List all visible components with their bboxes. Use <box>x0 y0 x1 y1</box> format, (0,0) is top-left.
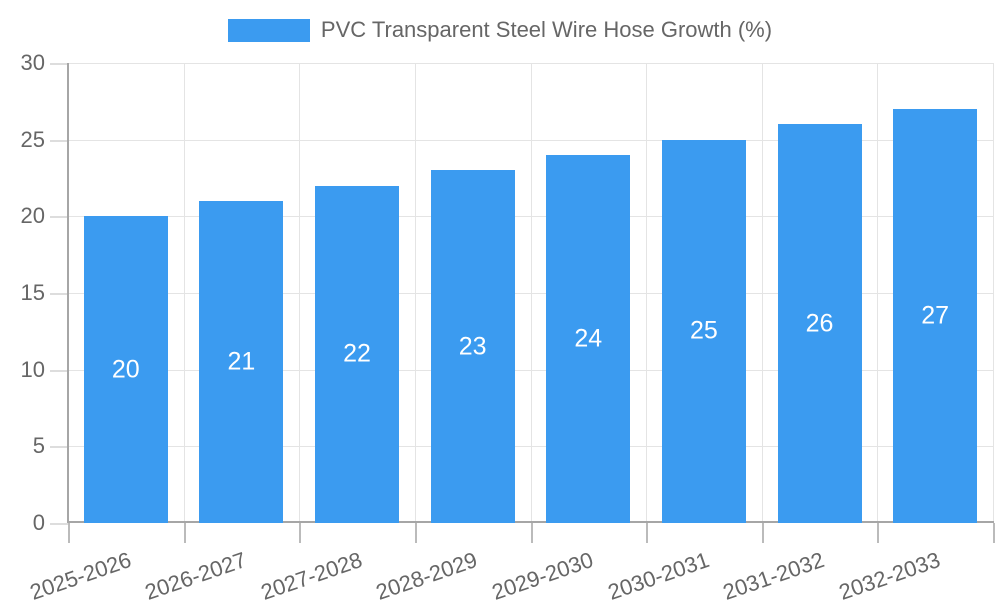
x-axis-line <box>67 521 994 523</box>
x-tick-label: 2028-2029 <box>373 547 481 600</box>
y-tick-label: 20 <box>20 203 45 229</box>
x-tick-mark <box>183 523 186 543</box>
bar-value-label: 20 <box>111 355 140 384</box>
legend-item[interactable]: PVC Transparent Steel Wire Hose Growth (… <box>227 17 773 43</box>
x-tick-label: 2027-2028 <box>257 547 366 600</box>
bar-value-label: 26 <box>805 309 834 338</box>
x-tick-mark <box>68 523 70 543</box>
v-gridline <box>530 63 532 523</box>
v-gridline <box>877 63 879 523</box>
bar[interactable]: 22 <box>315 185 400 523</box>
bar[interactable]: 26 <box>777 124 862 523</box>
y-tick-mark <box>50 63 68 65</box>
y-tick-label: 10 <box>20 356 45 382</box>
x-tick-label: 2025-2026 <box>26 547 134 600</box>
y-tick-label: 15 <box>20 280 45 305</box>
plot-area: 20 21 22 23 24 25 26 27 <box>50 63 995 543</box>
x-tick-mark <box>877 523 880 543</box>
y-tick-mark <box>50 139 68 142</box>
bar-value-label: 24 <box>574 324 603 353</box>
x-tick-label: 2026-2027 <box>141 547 250 600</box>
x-tick-mark <box>414 523 417 543</box>
y-tick-mark <box>50 523 68 525</box>
y-tick-label: 0 <box>32 510 45 535</box>
bar[interactable]: 23 <box>430 170 515 523</box>
x-tick-mark <box>761 523 764 543</box>
y-tick-mark <box>50 446 68 449</box>
y-axis-line <box>67 63 69 523</box>
y-tick-mark <box>50 293 68 295</box>
bar-value-label: 21 <box>227 347 256 376</box>
bar-value-label: 22 <box>343 339 371 368</box>
x-tick-label: 2032-2033 <box>835 547 944 600</box>
bar-value-label: 23 <box>458 332 487 361</box>
x-tick-mark <box>993 523 995 543</box>
x-tick-mark <box>530 523 533 543</box>
y-tick-label: 30 <box>20 50 45 75</box>
y-tick-mark <box>50 216 68 219</box>
x-tick-label: 2030-2031 <box>604 547 713 600</box>
bar[interactable]: 21 <box>199 201 284 523</box>
v-gridline <box>993 63 994 523</box>
bar[interactable]: 25 <box>661 139 746 523</box>
v-gridline <box>761 63 763 523</box>
bar[interactable]: 24 <box>546 155 631 523</box>
y-tick-mark <box>50 369 68 372</box>
bar[interactable]: 20 <box>83 216 168 523</box>
legend: PVC Transparent Steel Wire Hose Growth (… <box>0 14 1000 46</box>
v-gridline <box>183 63 185 523</box>
x-tick-mark <box>646 523 649 543</box>
y-tick-label: 5 <box>32 433 45 459</box>
x-tick-label: 2031-2032 <box>720 547 828 600</box>
v-gridline <box>646 63 648 523</box>
bar[interactable]: 27 <box>893 109 978 523</box>
y-tick-label: 25 <box>20 126 45 152</box>
v-gridline <box>299 63 301 523</box>
legend-swatch-icon <box>227 18 310 42</box>
bar-value-label: 25 <box>690 316 718 345</box>
legend-label: PVC Transparent Steel Wire Hose Growth (… <box>320 17 773 42</box>
x-tick-mark <box>299 523 302 543</box>
v-gridline <box>414 63 416 523</box>
bar-value-label: 27 <box>921 301 950 330</box>
x-tick-label: 2029-2030 <box>488 547 597 600</box>
